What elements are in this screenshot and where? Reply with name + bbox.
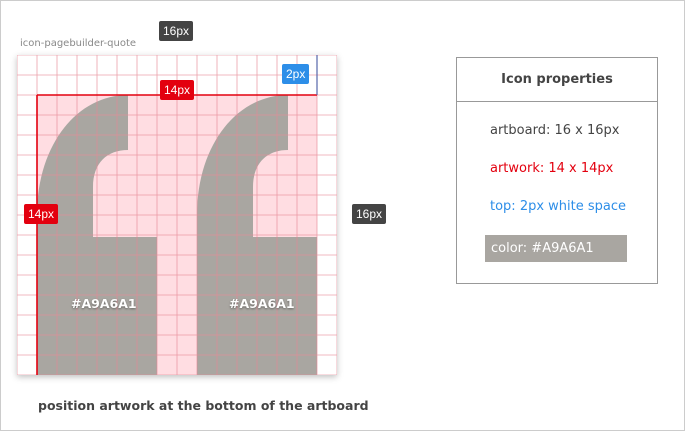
right-glyph-color: #A9A6A1 [229, 296, 295, 311]
artwork-width-label: 14px [160, 80, 195, 100]
right-quote-glyph [197, 95, 317, 375]
artwork-height-label: 14px [24, 204, 59, 224]
quote-icon [16, 54, 338, 376]
artboard: #A9A6A1 #A9A6A1 [16, 54, 338, 376]
left-glyph-color: #A9A6A1 [71, 296, 137, 311]
top-property: top: 2px white space [490, 199, 627, 214]
top-space-label: 2px [282, 64, 310, 84]
icon-properties-panel: Icon properties artboard: 16 x 16px artw… [456, 57, 658, 284]
panel-title: Icon properties [457, 58, 657, 102]
caption: position artwork at the bottom of the ar… [38, 398, 369, 413]
artboard-property: artboard: 16 x 16px [490, 123, 620, 138]
artboard-title: icon-pagebuilder-quote [20, 38, 137, 49]
artboard-height-label: 16px [352, 204, 387, 224]
artboard-width-label: 16px [159, 21, 194, 41]
left-quote-glyph [37, 95, 157, 375]
color-property: color: #A9A6A1 [485, 235, 627, 262]
artwork-property: artwork: 14 x 14px [490, 161, 614, 176]
